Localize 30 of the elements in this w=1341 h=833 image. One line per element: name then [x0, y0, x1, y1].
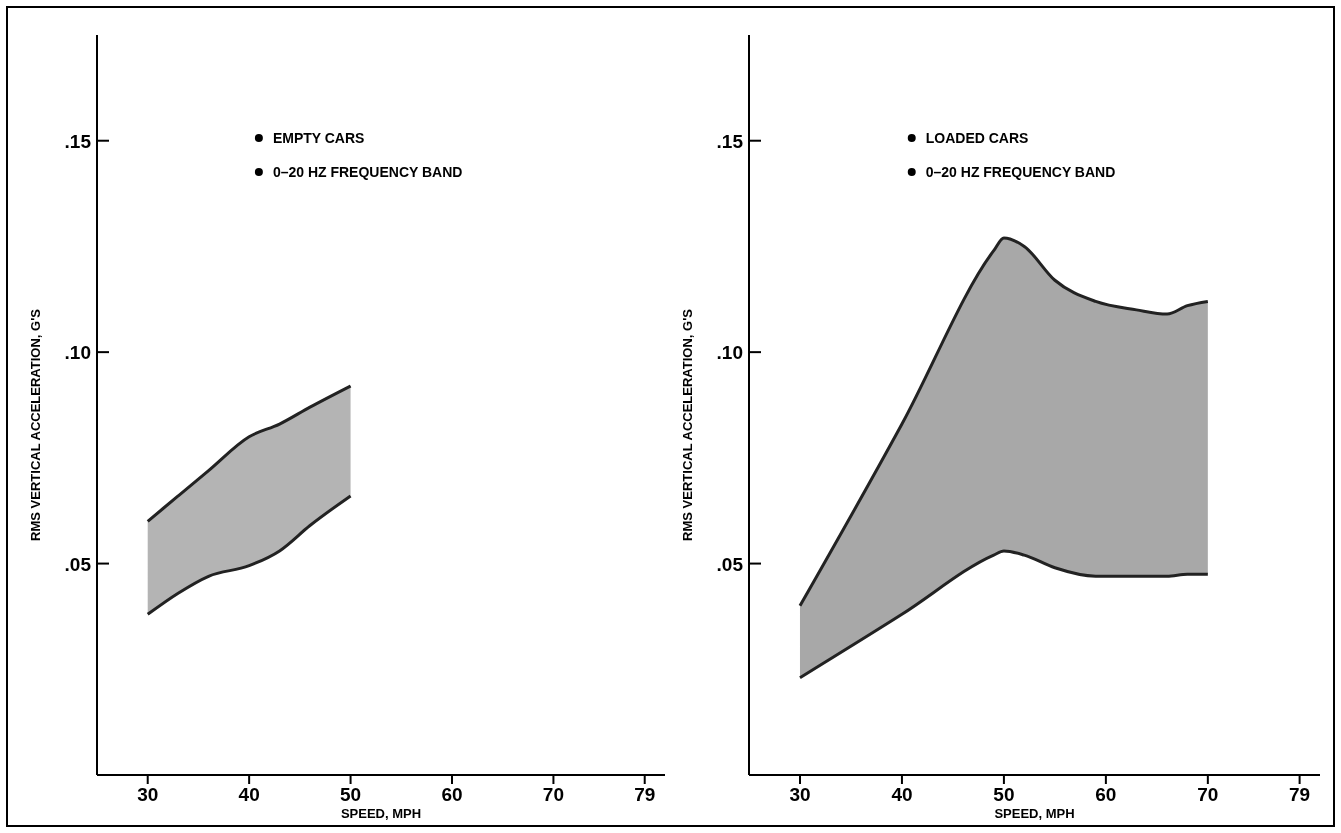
- x-tick-label: 40: [238, 784, 260, 805]
- y-tick-label: .05: [716, 553, 744, 575]
- line-series: [798, 549, 1210, 680]
- line-series: [146, 384, 353, 523]
- annotation: LOADED CARS: [925, 130, 1029, 146]
- x-tick-label: 70: [1197, 784, 1219, 805]
- x-tick-label: 30: [137, 784, 159, 805]
- annotation: EMPTY CARS: [272, 130, 365, 146]
- annotation: 0–20 HZ FREQUENCY BAND: [272, 164, 463, 180]
- x-tick-label: 50: [340, 784, 362, 805]
- y-axis-title: RMS VERTICAL ACCELERATION, G'S: [28, 308, 43, 541]
- y-axis-title: RMS VERTICAL ACCELERATION, G'S: [680, 308, 695, 541]
- x-tick-label: 30: [789, 784, 811, 805]
- y-tick-label: .10: [716, 342, 743, 364]
- y-tick-label: .05: [64, 553, 92, 575]
- x-axis-title: SPEED, MPH: [994, 806, 1075, 821]
- y-tick-label: .15: [716, 130, 744, 152]
- line-series: [146, 494, 353, 616]
- x-axis-title: SPEED, MPH: [340, 806, 422, 821]
- x-tick-label: 40: [891, 784, 913, 805]
- x-tick-label: 79: [1289, 784, 1311, 805]
- x-tick-label: 50: [993, 784, 1015, 805]
- annotation: 0–20 HZ FREQUENCY BAND: [925, 164, 1116, 180]
- y-tick-label: .10: [64, 342, 91, 364]
- x-tick-label: 60: [1095, 784, 1117, 805]
- y-tick-label: .15: [64, 130, 92, 152]
- x-tick-label: 60: [441, 784, 463, 805]
- x-tick-label: 79: [634, 784, 656, 805]
- line-series: [798, 236, 1210, 608]
- x-tick-label: 70: [542, 784, 564, 805]
